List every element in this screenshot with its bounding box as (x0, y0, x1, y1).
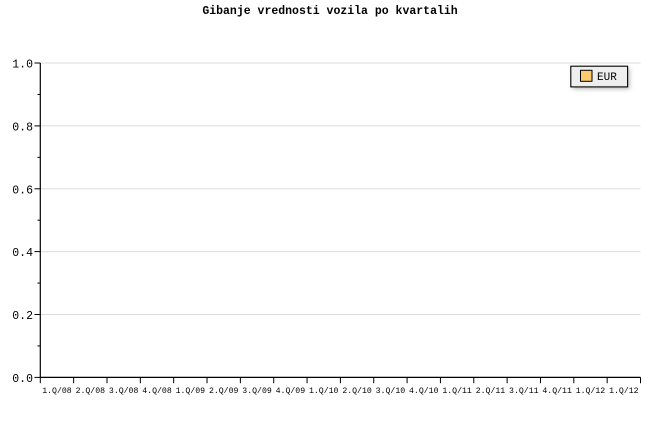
svg-text:2.Q/08: 2.Q/08 (76, 386, 106, 396)
svg-text:4.Q/10: 4.Q/10 (409, 386, 439, 396)
svg-text:1.Q/09: 1.Q/09 (176, 386, 206, 396)
svg-text:0.6: 0.6 (12, 184, 33, 197)
svg-text:4.Q/09: 4.Q/09 (276, 386, 306, 396)
svg-text:1.0: 1.0 (12, 59, 33, 72)
svg-text:1.Q/11: 1.Q/11 (442, 386, 472, 396)
svg-text:0.4: 0.4 (12, 247, 33, 260)
svg-text:0.0: 0.0 (12, 373, 33, 386)
svg-text:0.8: 0.8 (12, 121, 33, 134)
svg-text:EUR: EUR (597, 72, 617, 84)
svg-text:Gibanje vrednosti vozila po kv: Gibanje vrednosti vozila po kvartalih (202, 5, 457, 18)
svg-text:3.Q/08: 3.Q/08 (109, 386, 139, 396)
svg-text:2.Q/11: 2.Q/11 (476, 386, 506, 396)
svg-text:1.Q/08: 1.Q/08 (42, 386, 72, 396)
svg-text:4.Q/11: 4.Q/11 (542, 386, 572, 396)
svg-text:1.Q/10: 1.Q/10 (309, 386, 339, 396)
svg-text:2.Q/09: 2.Q/09 (209, 386, 239, 396)
svg-text:3.Q/09: 3.Q/09 (242, 386, 272, 396)
svg-text:3.Q/10: 3.Q/10 (376, 386, 406, 396)
svg-text:3.Q/11: 3.Q/11 (509, 386, 539, 396)
svg-text:0.2: 0.2 (12, 310, 33, 323)
svg-text:1.Q/12: 1.Q/12 (609, 386, 639, 396)
svg-text:2.Q/10: 2.Q/10 (342, 386, 372, 396)
svg-text:1.Q/12: 1.Q/12 (576, 386, 606, 396)
svg-text:4.Q/08: 4.Q/08 (142, 386, 172, 396)
